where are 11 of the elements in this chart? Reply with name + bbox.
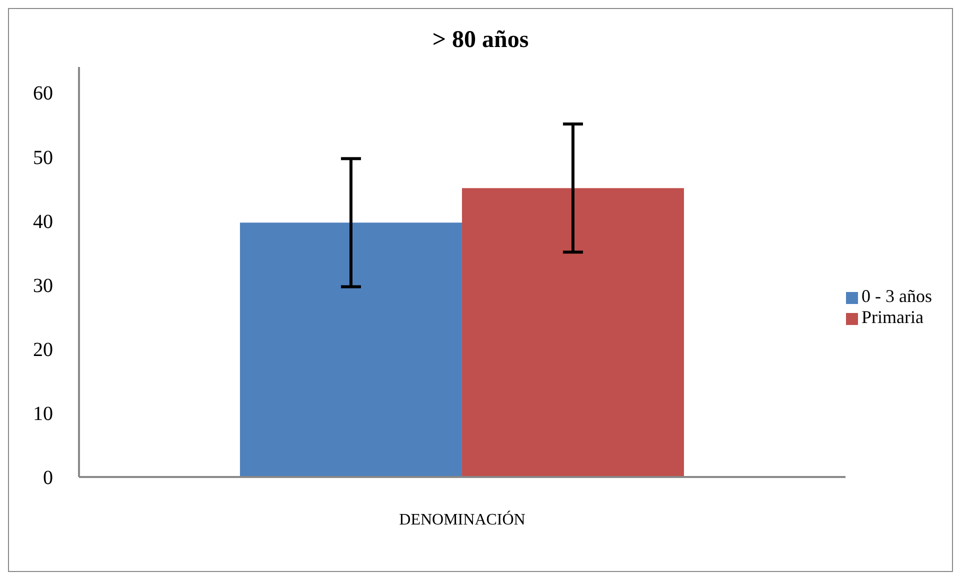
legend-label: Primaria (862, 307, 924, 327)
y-tick-label: 0 (43, 467, 53, 490)
y-tick-label: 20 (33, 338, 53, 361)
legend-label: 0 - 3 años (862, 286, 932, 306)
x-tick-label: DENOMINACIÓN (399, 510, 526, 528)
y-tick-label: 60 (33, 82, 53, 105)
y-tick-label: 30 (33, 274, 53, 297)
y-tick-label: 10 (33, 403, 53, 426)
y-tick-label: 40 (33, 210, 53, 233)
chart-title: > 80 años (431, 27, 530, 55)
y-tick-label: 50 (33, 146, 53, 169)
